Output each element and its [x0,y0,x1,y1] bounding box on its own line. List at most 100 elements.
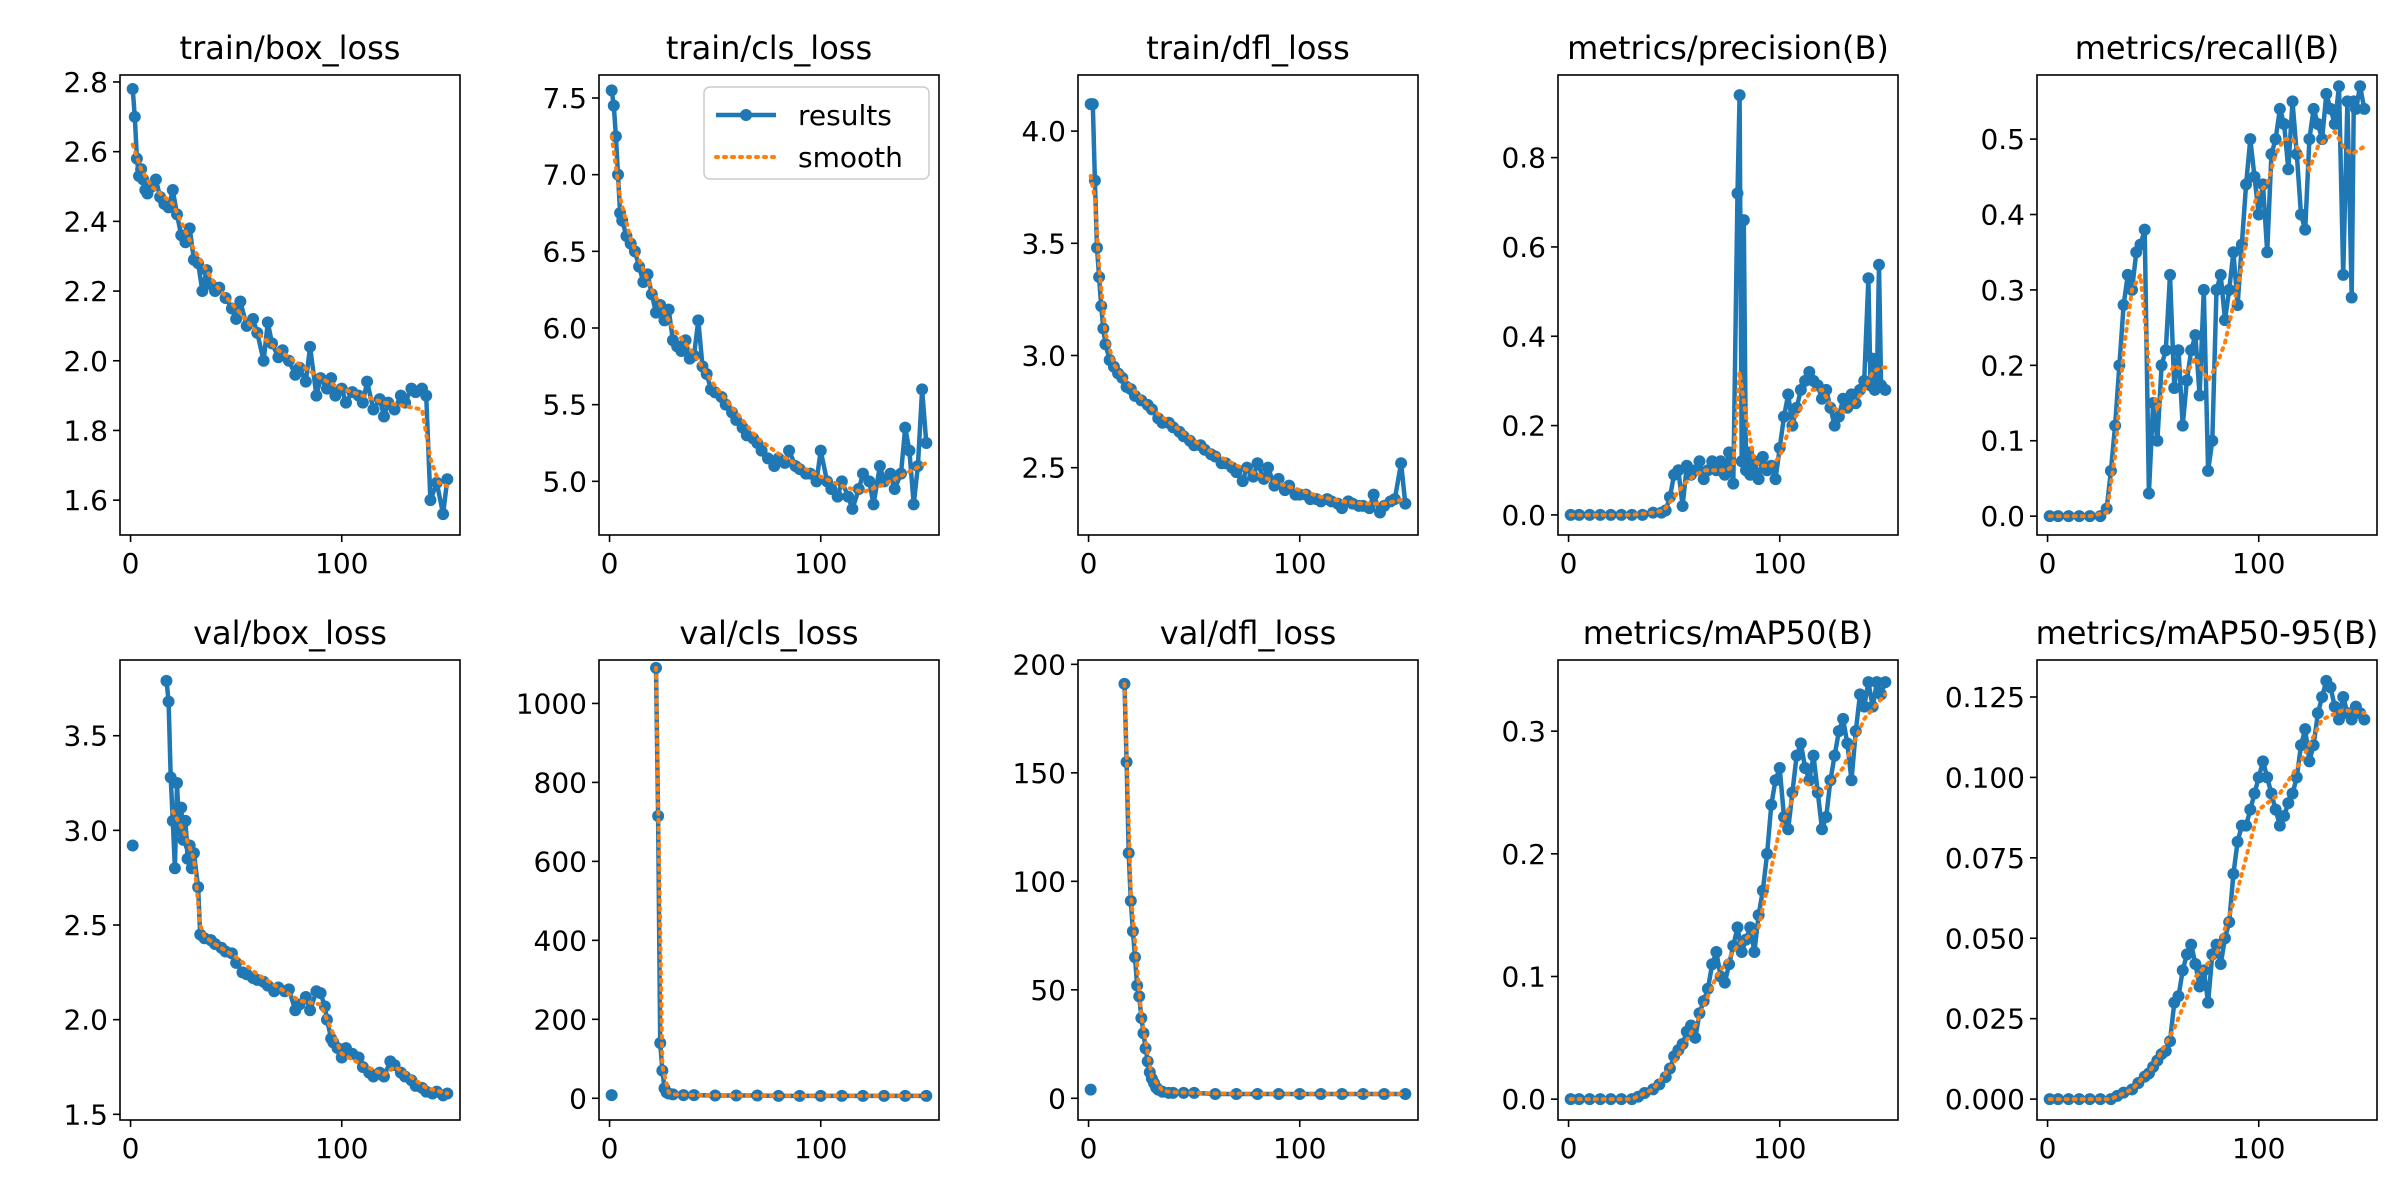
subplot-title: metrics/precision(B) [1567,29,1889,67]
y-tick-label: 0.1 [1501,960,1546,993]
data-point [607,99,620,112]
results-line [2049,84,2367,519]
y-tick-label: 0.4 [1501,320,1546,353]
data-point [2159,344,2172,357]
data-point [1782,388,1795,401]
plot-frame [1077,659,1419,1121]
y-tick-label: 0.2 [1501,410,1546,443]
data-point [814,444,827,457]
y-tick-label: 0.0 [1501,1083,1546,1116]
data-point [1706,455,1719,468]
y-tick-label: 0.075 [1945,842,2025,875]
data-point [2248,170,2261,183]
data-point [162,695,175,708]
data-point [339,396,352,409]
data-point [2261,246,2274,259]
data-point [2261,771,2274,784]
data-point [846,502,859,515]
data-point [1230,466,1243,479]
results-line [653,667,927,1099]
x-tick-label: 0 [122,547,140,580]
smooth-line [2047,707,2367,1102]
data-point [1862,272,1875,285]
y-tick-label: 2.0 [63,345,108,378]
data-point [2227,246,2240,259]
data-point [2320,87,2333,100]
data-point [1247,470,1260,483]
data-point [367,403,380,416]
smooth-line [1122,681,1408,1096]
data-point [692,314,705,327]
data-point [1251,457,1264,470]
data-point [842,490,855,503]
data-point [1773,761,1786,774]
data-point [652,809,665,822]
data-point [2324,102,2337,115]
data-point [2218,314,2231,327]
data-point [2282,163,2295,176]
y-tick-label: 4.0 [1021,115,1066,148]
data-point [430,476,443,489]
data-point [2176,964,2189,977]
data-point [1872,258,1885,271]
subplot-title: metrics/mAP50-95(B) [2036,614,2379,652]
data-point [675,345,688,357]
data-point [1866,352,1879,365]
data-point [1765,798,1778,811]
data-point [2337,268,2350,281]
x-tick-label: 0 [1560,547,1578,580]
plot-frame [119,74,461,536]
data-point [149,173,162,186]
x-tick-label: 100 [794,547,847,580]
subplot-2: train/cls_loss 0 100 5.0 5.5 6.0 6.5 7.0 7.5 resu… [542,29,940,580]
data-point [1086,98,1099,111]
x-tick-label: 100 [315,1132,368,1165]
data-point [2252,208,2265,221]
data-point [1756,450,1769,463]
data-point [304,1004,317,1017]
data-point [1367,488,1380,501]
data-point [1858,700,1871,713]
data-point [2206,434,2219,447]
y-tick-label: 2.2 [63,275,108,308]
data-point [1803,365,1816,378]
data-point [2299,223,2312,236]
data-point [166,184,179,196]
plot-frame [598,74,940,536]
data-point [2180,948,2193,961]
data-point [2278,810,2291,823]
smooth-line [1568,692,1888,1102]
data-point [856,1089,869,1102]
data-point [2210,283,2223,296]
data-point [2189,957,2202,970]
data-point [873,460,886,472]
data-point [1262,461,1275,474]
data-point [1832,725,1845,738]
results-line [1090,101,1408,515]
data-point [2172,990,2185,1003]
data-point [863,475,876,488]
subplot-4: metrics/precision(B) 0 100 0.0 0.2 0.4 0.6 0.8 [1501,29,1899,580]
subplot-1: train/box_loss 0 100 1.6 1.8 2.0 2.2 2.4 2.6 2.8 [63,29,461,580]
data-point [1731,187,1744,200]
subplot-title: val/cls_loss [679,614,858,652]
data-point [1790,749,1803,762]
y-tick-label: 0.3 [1501,715,1546,748]
data-point [1727,477,1740,490]
y-tick-label: 2.6 [63,136,108,169]
data-point [2164,268,2177,281]
data-point [1718,976,1731,989]
y-tick-label: 1.5 [63,1098,108,1131]
data-point [1875,688,1888,701]
data-point [234,295,247,308]
data-point [1357,1087,1370,1100]
data-point [907,498,920,511]
data-point [2303,755,2316,768]
data-point [2151,434,2164,447]
data-point [2307,102,2320,115]
plot-frame [598,659,940,1121]
x-tick-label: 100 [794,1132,847,1165]
y-tick-label: 0.6 [1501,231,1546,264]
subplot-5: metrics/recall(B) 0 100 0.0 0.1 0.2 0.3 0.4 0.5 [1980,29,2378,580]
